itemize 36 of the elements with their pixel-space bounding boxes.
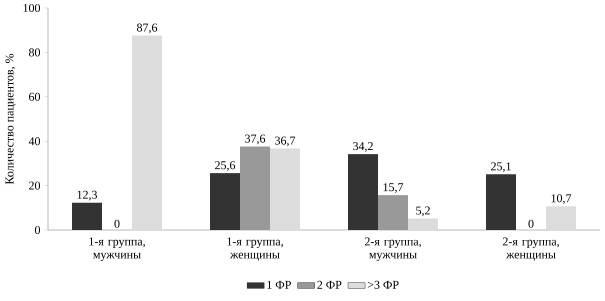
bar <box>270 148 300 230</box>
y-tick-label: 100 <box>24 4 40 12</box>
data-label: 10,7 <box>552 194 572 204</box>
data-label: 12,3 <box>78 190 98 200</box>
bar <box>72 202 102 230</box>
x-tick-label: 1-я группа, женщины <box>227 238 283 261</box>
bar <box>546 206 576 230</box>
data-label: 25,6 <box>215 161 236 171</box>
data-label: 0 <box>114 220 120 228</box>
y-tick-label: 40 <box>28 137 40 146</box>
legend-label: 2 ФР <box>317 280 342 289</box>
legend-label: 1 ФР <box>267 280 291 289</box>
bar <box>486 174 516 230</box>
bar <box>408 218 438 230</box>
data-label: 36,7 <box>275 136 296 146</box>
bar <box>240 146 270 230</box>
data-label: 87,6 <box>137 24 158 34</box>
data-label: 5,2 <box>416 206 430 216</box>
x-tick-label: 2-я группа, мужчины <box>364 238 421 261</box>
legend-label: >3 ФР <box>368 280 399 289</box>
y-axis-title: Количество пациентов, % <box>5 54 16 184</box>
y-tick-label: 0 <box>34 226 40 234</box>
y-tick-label: 80 <box>28 48 40 56</box>
data-label: 0 <box>528 220 534 228</box>
bar <box>210 173 240 230</box>
data-label: 34,2 <box>353 142 373 152</box>
bar <box>378 195 408 230</box>
bar <box>348 154 378 230</box>
x-tick-label: 2-я группа, женщины <box>502 238 559 261</box>
bar <box>132 36 162 230</box>
x-tick-label: 1-я группа, мужчины <box>89 238 145 261</box>
data-label: 15,7 <box>384 183 404 193</box>
y-tick-label: 20 <box>29 182 40 190</box>
y-tick-label: 60 <box>29 92 40 101</box>
data-label: 37,6 <box>245 134 266 144</box>
data-label: 25,1 <box>491 162 511 172</box>
